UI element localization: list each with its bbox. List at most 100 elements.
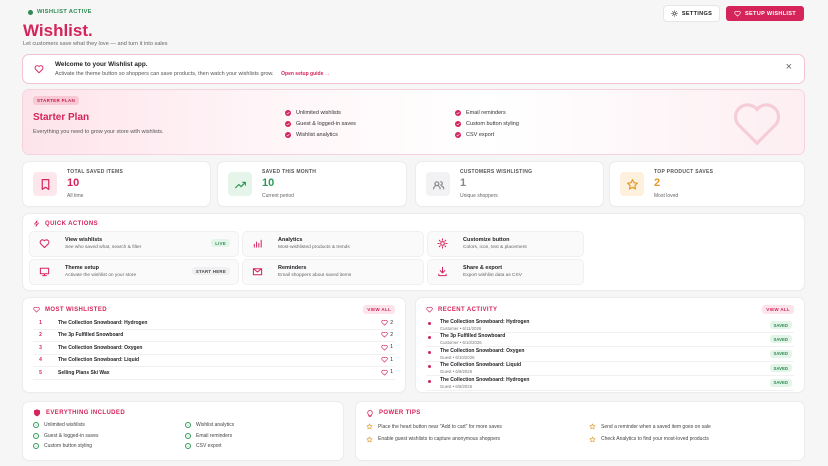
activity-row: The Collection Snowboard: Hydrogen Guest … [426,377,794,391]
power-tip: Send a reminder when a saved item goes o… [589,423,711,430]
activity-product: The Collection Snowboard: Hydrogen [440,319,530,325]
icon-path [456,111,460,115]
icon-path [381,319,388,326]
icon [456,111,460,115]
close-button[interactable]: × [785,61,792,73]
setup-label: SETUP WISHLIST [744,10,797,17]
rank-badge: 1 [39,320,42,326]
stat-card: TOTAL SAVED ITEMS 10 All time [23,162,210,206]
icon-path [41,178,49,190]
icon [366,436,373,442]
stat-note: Most loved [654,193,679,199]
check-badge [285,132,291,138]
setup-button[interactable]: SETUP WISHLIST [726,6,804,21]
stat-value: 1 [460,177,467,189]
check-badge [455,121,461,127]
icon-path [366,423,373,430]
quick-action[interactable]: Reminders Email shoppers about saved item… [243,260,423,284]
included-text: Wishlist analytics [196,422,235,428]
quick-action[interactable]: Customize button Colors, icon, text & pla… [428,232,583,256]
settings-button[interactable]: SETTINGS [664,6,719,21]
icon-path [186,445,190,447]
quick-action[interactable]: Theme setup Activate the wishlist on your… [30,260,238,284]
icon [426,306,433,313]
icon-path [381,357,388,363]
icon [186,424,190,426]
quick-action[interactable]: Analytics Most-wishlisted products & tren… [243,232,423,256]
quick-action-description: Email shoppers about saved items [278,273,352,278]
icon [381,357,388,363]
icon-path [286,133,290,137]
setup-guide-link[interactable]: Open setup guide → [281,71,330,77]
icon [286,133,290,137]
view-all-button[interactable]: VIEW ALL [762,305,794,314]
quick-action[interactable]: Share & export Export wishlist data as CS… [428,260,583,284]
quick-action-title: Customize button [463,237,510,243]
stat-label: CUSTOMERS WISHLISTING [460,169,533,175]
most-wishlisted-row: 3 The Collection Snowboard: Oxygen 1 [33,343,395,355]
check-badge [455,110,461,116]
icon [456,122,460,126]
activity-product: The 3p Fulfilled Snowboard [440,333,506,340]
icon [456,133,460,137]
welcome-text-row: Activate the theme button so shoppers ca… [55,71,330,77]
quick-action-badge: START HERE [191,267,230,275]
plan-feature-text: CSV export [466,132,495,138]
quick-action[interactable]: View wishlists See who saved what, search… [30,232,238,256]
status-badge: WISHLIST ACTIVE [28,9,92,15]
icon-path [456,122,460,126]
included-text: Custom button styling [44,443,93,449]
icon-path [366,436,373,442]
check-badge [285,121,291,127]
stat-label: SAVED THIS MONTH [262,169,317,175]
check-badge [185,422,191,428]
view-all-button[interactable]: VIEW ALL [363,305,395,314]
icon-path [186,434,190,437]
icon [186,434,190,437]
status-text: WISHLIST ACTIVE [37,9,92,15]
quick-actions-panel: QUICK ACTIONS View wishlists See who save… [23,214,804,290]
most-wishlisted-row: 5 Selling Plans Ski Wax 1 [33,368,395,380]
save-count-value: 2 [390,331,393,338]
plan-heart-decoration [733,103,781,146]
plan-badge: STARTER PLAN [33,96,80,105]
stat-note: Unique shoppers [460,193,498,199]
activity-product: The Collection Snowboard: Hydrogen [440,376,530,383]
rank-badge: 3 [39,344,42,351]
check-badge [33,422,39,428]
recent-activity-heading: RECENT ACTIVITY [426,306,497,313]
stat-note: Current period [262,193,294,199]
icon [734,10,741,17]
icon [33,306,40,313]
stat-value: 2 [654,177,661,189]
icon-path [186,424,190,426]
quick-action-description: Colors, icon, text & placement [463,245,527,250]
stat-label: TOP PRODUCT SAVES [654,169,714,175]
icon [437,238,448,249]
quick-action-description: Most-wishlisted products & trends [278,245,350,250]
most-wishlisted-title: MOST WISHLISTED [45,306,107,313]
stat-note: All time [67,193,84,199]
stat-icon [228,172,252,196]
stat-icon [33,172,57,196]
icon [366,423,373,430]
icon-path [381,344,388,351]
stat-card: CUSTOMERS WISHLISTING 1 Unique shoppers [416,162,603,206]
activity-meta: Guest • 6/8/2026 [440,383,473,389]
icon-path [437,238,448,249]
icon-path [432,180,444,189]
product-name: Selling Plans Ski Wax [58,369,110,376]
rank-badge: 5 [39,369,42,376]
plan-feature: Email reminders [455,110,506,116]
plan-feature: Wishlist analytics [285,132,338,138]
activity-dot [428,379,431,383]
activity-meta: Customer • 6/10/2026 [440,340,482,346]
check-badge [33,443,39,449]
icon [34,424,38,426]
stat-card: SAVED THIS MONTH 10 Current period [218,162,406,206]
product-name: The 3p Fulfilled Snowboard [58,332,124,339]
icon [34,445,38,447]
save-count-value: 2 [390,319,393,326]
save-count: 1 [381,344,393,351]
